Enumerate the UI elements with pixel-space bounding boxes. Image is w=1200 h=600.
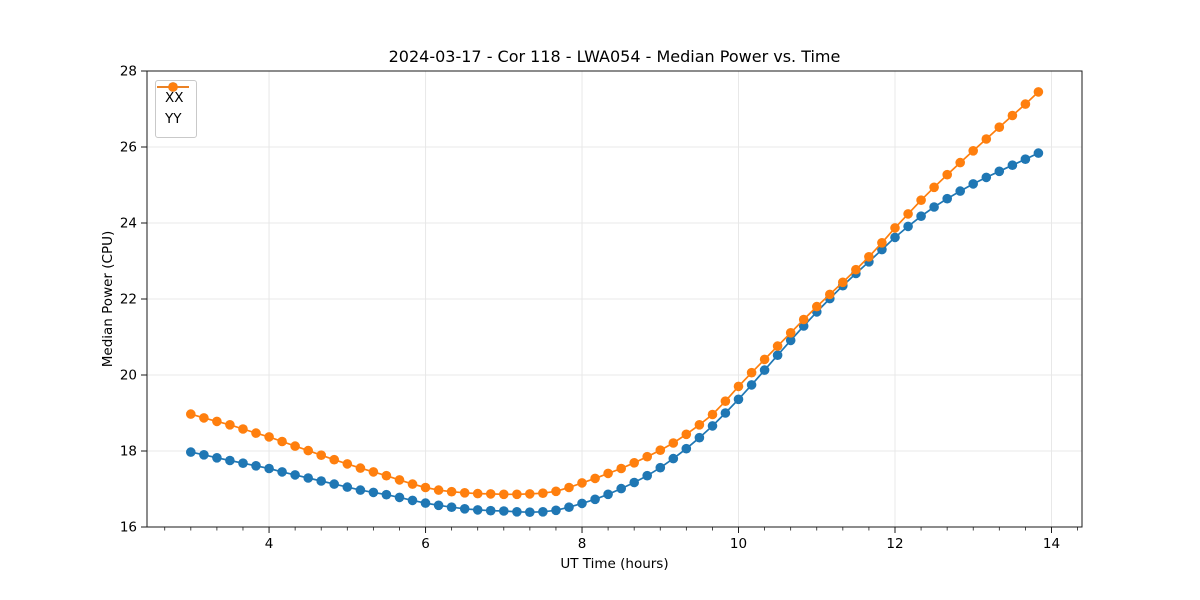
x-tick-label: 4: [265, 536, 274, 552]
series-markers-xx: [186, 148, 1044, 517]
y-axis-label-text: Median Power (CPU): [100, 230, 116, 368]
legend-marker-yy-icon: [157, 82, 189, 92]
legend: XX YY: [155, 80, 197, 138]
y-tick-label: 18: [120, 444, 137, 460]
series-line-yy: [190, 91, 1039, 496]
legend-label-xx: XX: [165, 89, 184, 106]
x-major-ticks: 4 6 8 10 12 14: [265, 527, 1060, 552]
plot-border: [146, 70, 1083, 528]
y-tick-label: 24: [120, 216, 137, 232]
x-minor-ticks: [164, 527, 1078, 531]
x-tick-label: 6: [421, 536, 430, 552]
series-markers-yy: [186, 87, 1044, 500]
y-tick-label: 22: [120, 292, 137, 308]
x-axis-label: UT Time (hours): [560, 556, 669, 572]
legend-item-yy: YY: [157, 82, 189, 130]
gridlines: [147, 71, 1082, 527]
x-tick-label: 12: [886, 536, 903, 552]
y-tick-label: 20: [120, 368, 137, 384]
y-tick-label: 26: [120, 140, 137, 156]
x-tick-label: 10: [730, 536, 747, 552]
x-tick-label: 8: [578, 536, 587, 552]
y-tick-label: 16: [120, 520, 137, 536]
x-tick-label: 14: [1043, 536, 1060, 552]
y-tick-label: 28: [120, 64, 137, 80]
y-major-ticks: 16 18 20 22 24 26 28: [120, 64, 147, 536]
chart-title: 2024-03-17 - Cor 118 - LWA054 - Median P…: [388, 47, 841, 66]
legend-label-yy: YY: [165, 110, 182, 127]
